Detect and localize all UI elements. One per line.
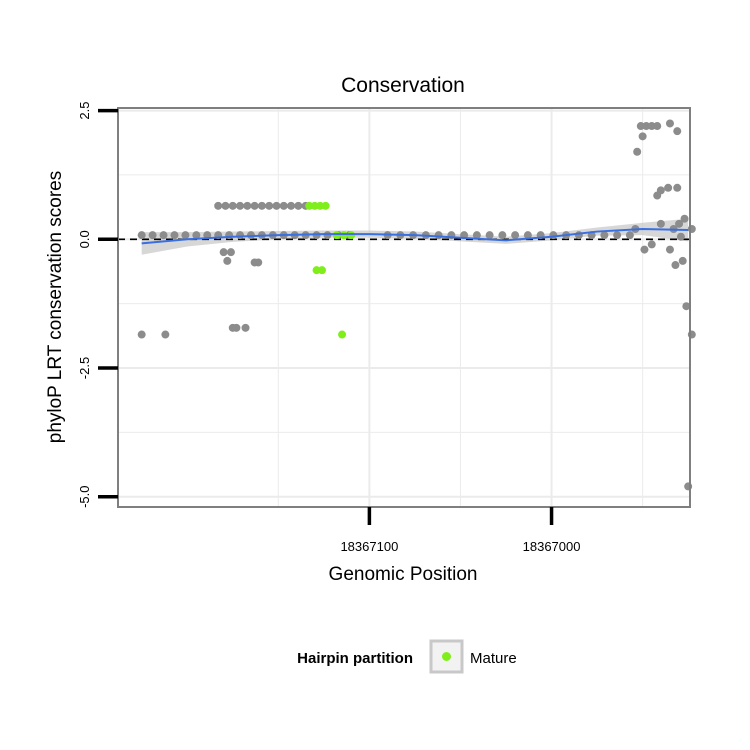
smooth-line-layer: [141, 227, 689, 245]
data-point-other: [279, 201, 288, 210]
x-tick-label: 18367100: [340, 539, 398, 554]
y-tick-label: -2.5: [77, 357, 92, 379]
data-point-other: [236, 201, 245, 210]
chart-title: Conservation: [341, 74, 465, 97]
panel-background: [118, 108, 690, 507]
data-point-mature: [310, 201, 319, 210]
data-point-other: [161, 330, 170, 339]
data-point-other: [472, 231, 481, 240]
data-point-other: [636, 122, 645, 131]
data-point-other: [638, 132, 647, 141]
data-point-other: [148, 231, 157, 240]
data-point-other: [673, 127, 682, 136]
data-point-other: [287, 201, 296, 210]
data-point-other: [170, 231, 179, 240]
data-point-mature: [338, 330, 347, 339]
y-axis: 2.5 0.0 -2.5 -5.0: [77, 102, 118, 508]
data-point-other: [647, 240, 656, 249]
data-point-other: [181, 231, 190, 240]
y-tick-label: -5.0: [77, 486, 92, 508]
data-point-other: [625, 231, 634, 240]
legend: Hairpin partition Mature: [297, 639, 517, 674]
data-point-other: [223, 256, 232, 265]
legend-title: Hairpin partition: [297, 650, 413, 667]
data-point-other: [192, 231, 201, 240]
data-point-other: [675, 219, 684, 228]
data-point-other: [137, 330, 146, 339]
data-point-other: [656, 219, 665, 228]
data-point-other: [434, 231, 443, 240]
data-point-other: [243, 201, 252, 210]
data-point-other: [647, 122, 656, 131]
legend-key-mature-dot: [442, 652, 451, 661]
data-point-other: [682, 302, 691, 311]
data-point-other: [656, 186, 665, 195]
data-point-other: [221, 201, 230, 210]
data-point-mature: [339, 231, 348, 240]
data-point-other: [254, 258, 263, 267]
legend-key-box: [429, 639, 464, 674]
data-point-other: [613, 231, 622, 240]
data-point-other: [511, 231, 520, 240]
data-point-other: [678, 256, 687, 265]
data-point-other: [159, 231, 168, 240]
data-point-other: [323, 231, 332, 240]
data-point-other: [633, 147, 642, 156]
data-point-mature: [321, 201, 330, 210]
data-point-other: [226, 248, 235, 257]
data-point-other: [640, 245, 649, 254]
smooth-line: [141, 227, 689, 245]
data-point-other: [219, 248, 228, 257]
y-axis-label: phyloP LRT conservation scores: [45, 171, 66, 444]
data-point-other: [228, 201, 237, 210]
data-point-other: [676, 232, 685, 241]
data-point-other: [653, 122, 662, 131]
y-tick-label: 2.5: [77, 102, 92, 120]
y-tick-label: 0.0: [77, 230, 92, 248]
data-point-other: [241, 323, 250, 332]
data-point-other: [600, 231, 609, 240]
data-point-other: [673, 183, 682, 192]
data-point-other: [265, 201, 274, 210]
data-point-other: [664, 183, 673, 192]
data-point-other: [680, 214, 689, 223]
legend-label-mature: Mature: [470, 650, 517, 667]
x-tick-label: 18367000: [523, 539, 581, 554]
plot-area: [117, 107, 696, 508]
data-point-mature: [312, 266, 321, 275]
data-point-mature: [347, 231, 356, 240]
data-point-other: [294, 201, 303, 210]
data-point-other: [485, 231, 494, 240]
panel-border: [117, 107, 691, 508]
data-point-other: [272, 201, 281, 210]
data-point-other: [523, 231, 532, 240]
data-point-mature: [316, 201, 325, 210]
points-layer: [137, 119, 696, 491]
data-point-other: [671, 261, 680, 270]
data-point-other: [236, 231, 245, 240]
data-point-other: [250, 201, 259, 210]
x-axis: 18367100 18367000: [340, 507, 580, 554]
x-axis-label: Genomic Position: [329, 564, 478, 585]
data-point-other: [214, 201, 223, 210]
data-point-other: [257, 201, 266, 210]
data-point-other: [642, 122, 651, 131]
data-point-other: [498, 231, 507, 240]
data-point-other: [665, 245, 674, 254]
data-point-other: [665, 119, 674, 128]
data-point-other: [232, 323, 241, 332]
data-point-mature: [332, 231, 341, 240]
data-point-mature: [318, 266, 327, 275]
data-point-other: [137, 231, 146, 240]
data-point-mature: [305, 201, 314, 210]
data-point-other: [549, 231, 558, 240]
